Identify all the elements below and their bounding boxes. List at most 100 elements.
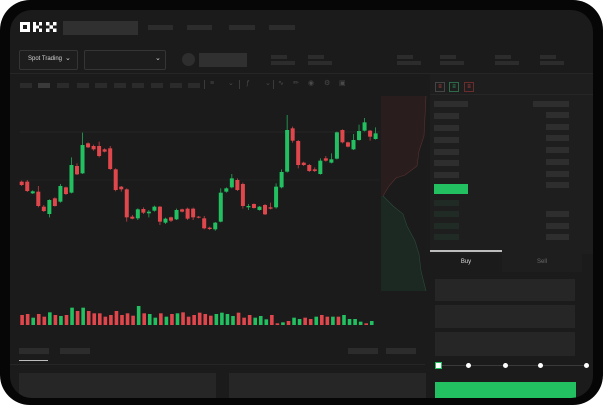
volume-bar [70, 307, 74, 325]
timeframe-button[interactable] [20, 83, 32, 88]
volume-bar [75, 311, 80, 325]
bid-row[interactable] [434, 211, 459, 217]
volume-bar [336, 316, 341, 325]
volume-bar [308, 319, 313, 325]
candle-body [207, 227, 212, 229]
volume-bar [175, 313, 180, 325]
orderbook-asks-icon[interactable]: ≡ [464, 82, 474, 92]
camera-icon[interactable]: ◉ [308, 80, 315, 87]
ask-row[interactable] [434, 172, 459, 178]
depth-asks-line [382, 96, 427, 197]
volume-bar [331, 316, 335, 325]
timeframe-button[interactable] [77, 83, 89, 88]
chevron-down-icon[interactable]: ⌄ [265, 80, 271, 87]
candle-body [296, 141, 301, 165]
timeframe-button[interactable] [188, 83, 200, 88]
bid-row[interactable] [434, 200, 459, 206]
volume-bar [81, 307, 85, 325]
search-bar[interactable] [63, 21, 138, 35]
orderbook-both-icon[interactable]: ≡ [435, 82, 445, 92]
timeframe-button[interactable] [151, 83, 163, 88]
okx-logo[interactable] [20, 22, 58, 33]
ruler-icon[interactable]: ✏ [293, 80, 299, 87]
last-price-highlight[interactable] [434, 184, 468, 194]
volume-bar [42, 316, 47, 325]
buy-submit-button[interactable] [435, 382, 576, 398]
stat-value [397, 61, 421, 65]
filter-button[interactable] [348, 348, 378, 354]
tab-order-history[interactable] [60, 348, 90, 354]
tab-open-orders[interactable] [19, 348, 49, 354]
timeframe-button[interactable] [95, 83, 107, 88]
price-input[interactable] [435, 279, 575, 301]
volume-bar [214, 314, 219, 325]
ask-row[interactable] [434, 125, 459, 131]
timeframe-button[interactable] [114, 83, 126, 88]
candle-body [52, 198, 57, 206]
candle-body [251, 204, 256, 208]
bid-row[interactable] [434, 223, 459, 229]
tab-sell[interactable]: Sell [502, 252, 582, 272]
volume-bar [64, 315, 69, 325]
line-tool-icon[interactable]: ∿ [278, 80, 284, 87]
ask-row[interactable] [434, 149, 459, 155]
candle-body [69, 165, 74, 193]
settings-icon[interactable]: ⚙ [324, 80, 331, 87]
volume-bar [358, 321, 363, 325]
volume-bar [220, 312, 224, 325]
slider-stop-50[interactable] [503, 363, 508, 368]
amount-input[interactable] [435, 305, 575, 328]
ask-row[interactable] [434, 160, 459, 166]
timeframe-button[interactable] [57, 83, 69, 88]
volume-bar [131, 315, 135, 325]
pair-select[interactable]: ⌄ [84, 50, 166, 70]
ask-row[interactable] [434, 113, 459, 119]
divider [10, 364, 425, 365]
market-select[interactable]: Spot Trading ⌄ [19, 50, 78, 70]
volume-bar [142, 313, 146, 325]
amount-slider-handle[interactable] [435, 362, 442, 369]
slider-stop-100[interactable] [584, 363, 589, 368]
volume-bar [53, 315, 58, 325]
candle-type-icon[interactable]: ≡ [210, 80, 215, 87]
nav-item[interactable] [148, 25, 173, 30]
filter-button[interactable] [386, 348, 416, 354]
fullscreen-icon[interactable]: ▣ [339, 80, 346, 87]
chevron-down-icon[interactable]: ⌄ [228, 80, 234, 87]
volume-bar [103, 316, 108, 325]
ask-row[interactable] [434, 137, 459, 143]
divider [430, 94, 593, 95]
divider [204, 80, 205, 89]
timeframe-button[interactable] [132, 83, 144, 88]
candle-body [141, 209, 146, 213]
slider-stop-25[interactable] [466, 363, 471, 368]
timeframe-button[interactable] [170, 83, 182, 88]
nav-item[interactable] [229, 25, 255, 30]
tab-underline [19, 360, 48, 361]
volume-bar [231, 316, 235, 325]
candlestick-chart[interactable] [10, 10, 430, 340]
candle-body [235, 180, 240, 190]
candle-body [202, 218, 207, 229]
timeframe-button-active[interactable] [38, 83, 50, 88]
candle-body [373, 133, 378, 139]
volume-bar [264, 319, 269, 325]
slider-stop-75[interactable] [538, 363, 543, 368]
bid-row[interactable] [434, 234, 459, 240]
nav-item[interactable] [187, 25, 212, 30]
candle-body [268, 207, 273, 209]
indicator-icon[interactable]: ƒ [246, 80, 250, 87]
chevron-down-icon: ⌄ [155, 55, 161, 62]
volume-bar [347, 319, 352, 325]
volume-bar [209, 315, 213, 325]
volume-bar [325, 316, 330, 325]
candle-body [357, 131, 362, 140]
nav-item[interactable] [269, 25, 295, 30]
total-input[interactable] [435, 332, 575, 356]
tab-buy[interactable]: Buy [460, 259, 472, 265]
ask-amount [546, 159, 569, 165]
orderbook-bids-icon[interactable]: ≡ [449, 82, 459, 92]
candle-body [290, 128, 295, 141]
amount-slider-track[interactable] [439, 365, 587, 366]
volume-bar [275, 323, 280, 325]
